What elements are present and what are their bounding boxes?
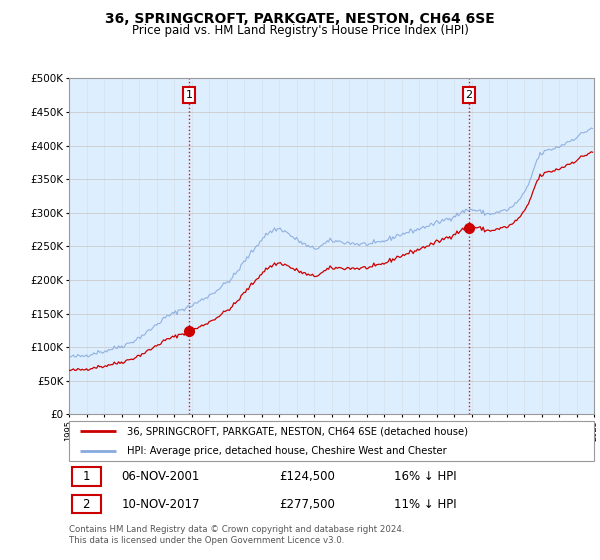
Text: 2: 2	[83, 498, 90, 511]
Text: 1: 1	[185, 90, 193, 100]
Text: 1: 1	[83, 470, 90, 483]
Text: 36, SPRINGCROFT, PARKGATE, NESTON, CH64 6SE (detached house): 36, SPRINGCROFT, PARKGATE, NESTON, CH64 …	[127, 426, 468, 436]
Text: 36, SPRINGCROFT, PARKGATE, NESTON, CH64 6SE: 36, SPRINGCROFT, PARKGATE, NESTON, CH64 …	[105, 12, 495, 26]
FancyBboxPatch shape	[71, 495, 101, 513]
FancyBboxPatch shape	[71, 468, 101, 486]
Text: HPI: Average price, detached house, Cheshire West and Chester: HPI: Average price, detached house, Ches…	[127, 446, 446, 456]
Text: 2: 2	[466, 90, 472, 100]
Text: £124,500: £124,500	[279, 470, 335, 483]
Text: 11% ↓ HPI: 11% ↓ HPI	[395, 498, 457, 511]
Text: Contains HM Land Registry data © Crown copyright and database right 2024.
This d: Contains HM Land Registry data © Crown c…	[69, 525, 404, 545]
FancyBboxPatch shape	[69, 421, 594, 461]
Text: £277,500: £277,500	[279, 498, 335, 511]
Text: 10-NOV-2017: 10-NOV-2017	[121, 498, 200, 511]
Text: Price paid vs. HM Land Registry's House Price Index (HPI): Price paid vs. HM Land Registry's House …	[131, 24, 469, 37]
Text: 16% ↓ HPI: 16% ↓ HPI	[395, 470, 457, 483]
Text: 06-NOV-2001: 06-NOV-2001	[121, 470, 200, 483]
